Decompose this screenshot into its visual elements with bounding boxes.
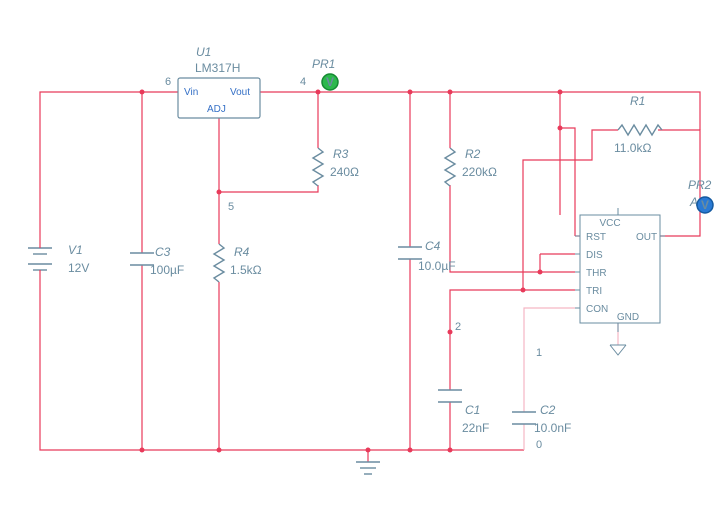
pr1-label: PR1 bbox=[312, 57, 335, 71]
wire-top-to-vcc-rst bbox=[560, 92, 575, 236]
node-bot-c4 bbox=[408, 448, 413, 453]
netlabel-0: 0 bbox=[536, 439, 542, 451]
a1-tri: TRI bbox=[586, 286, 602, 297]
r3-ref: R3 bbox=[333, 147, 349, 161]
wire-r2-bot bbox=[450, 185, 540, 272]
u1-vout: Vout bbox=[230, 87, 250, 98]
res-r1: R1 11.0kΩ bbox=[614, 94, 662, 155]
a1-thr: THR bbox=[586, 268, 607, 279]
netlabel-1: 1 bbox=[536, 347, 542, 359]
r3-val: 240Ω bbox=[330, 165, 359, 179]
netlabel-6: 6 bbox=[165, 76, 171, 88]
r2-ref: R2 bbox=[465, 147, 481, 161]
u1-vin: Vin bbox=[184, 87, 198, 98]
node-bot-r4 bbox=[217, 448, 222, 453]
a1-out: OUT bbox=[636, 232, 657, 243]
c4-ref: C4 bbox=[425, 239, 441, 253]
c2-ref: C2 bbox=[540, 403, 556, 417]
node-bot-c1 bbox=[448, 448, 453, 453]
u1-part: LM317H bbox=[195, 61, 240, 75]
cap-c4: C4 10.0µF bbox=[398, 239, 456, 273]
source-v1: V1 12V bbox=[28, 233, 89, 285]
node-bot-c3 bbox=[140, 448, 145, 453]
c4-val: 10.0µF bbox=[418, 259, 456, 273]
node-top-c3 bbox=[140, 90, 145, 95]
wire-v1-bottom bbox=[40, 285, 524, 450]
c3-ref: C3 bbox=[155, 245, 171, 259]
node-gnd-tie bbox=[366, 448, 371, 453]
r2-val: 220kΩ bbox=[462, 165, 497, 179]
res-r3: R3 240Ω bbox=[313, 147, 359, 186]
u1-ref: U1 bbox=[196, 45, 211, 59]
r1-val: 11.0kΩ bbox=[614, 141, 651, 155]
ic-u1: Vin Vout ADJ U1 LM317H bbox=[178, 45, 260, 118]
netlabel-4: 4 bbox=[300, 76, 306, 88]
pr2-glyph: V bbox=[701, 198, 709, 212]
ground-symbol bbox=[356, 462, 380, 474]
u1-adj: ADJ bbox=[207, 104, 226, 115]
ic-a1: VCC RST OUT DIS THR TRI CON GND A1 bbox=[560, 195, 705, 332]
node-r2-junc bbox=[538, 270, 543, 275]
wire-tri bbox=[450, 290, 575, 390]
node-vcc-rst bbox=[558, 126, 563, 131]
cap-c2: C2 10.0nF bbox=[512, 403, 571, 435]
a1-gnd: GND bbox=[617, 312, 639, 323]
cap-c3: C3 100µF bbox=[130, 245, 184, 277]
c2-val: 10.0nF bbox=[534, 421, 571, 435]
probe-pr1[interactable]: V PR1 bbox=[312, 57, 338, 90]
node-adj bbox=[217, 190, 222, 195]
c1-ref: C1 bbox=[465, 403, 480, 417]
pr1-glyph: V bbox=[326, 75, 334, 89]
res-r2: R2 220kΩ bbox=[445, 147, 497, 186]
c3-val: 100µF bbox=[150, 263, 184, 277]
node-r1-tri bbox=[521, 288, 526, 293]
a1-gnd-symbol bbox=[610, 345, 626, 355]
node-tri-c1 bbox=[448, 330, 453, 335]
a1-rst: RST bbox=[586, 232, 606, 243]
r4-val: 1.5kΩ bbox=[230, 263, 262, 277]
r4-ref: R4 bbox=[234, 245, 250, 259]
c1-val: 22nF bbox=[462, 421, 489, 435]
netlabel-5: 5 bbox=[228, 201, 234, 213]
node-top-vcc bbox=[558, 90, 563, 95]
v1-ref: V1 bbox=[68, 243, 83, 257]
v1-val: 12V bbox=[68, 261, 89, 275]
wire-adj-net5 bbox=[219, 118, 318, 192]
a1-dis: DIS bbox=[586, 250, 603, 261]
r1-ref: R1 bbox=[630, 94, 645, 108]
cap-c1: C1 22nF bbox=[438, 390, 489, 435]
wire-con-c2 bbox=[524, 308, 575, 412]
wire-top-v1-to-vin bbox=[40, 92, 178, 233]
a1-vcc: VCC bbox=[599, 218, 620, 229]
res-r4: R4 1.5kΩ bbox=[214, 244, 262, 282]
a1-con: CON bbox=[586, 304, 608, 315]
netlabel-2: 2 bbox=[455, 321, 461, 333]
pr2-label: PR2 bbox=[688, 178, 712, 192]
